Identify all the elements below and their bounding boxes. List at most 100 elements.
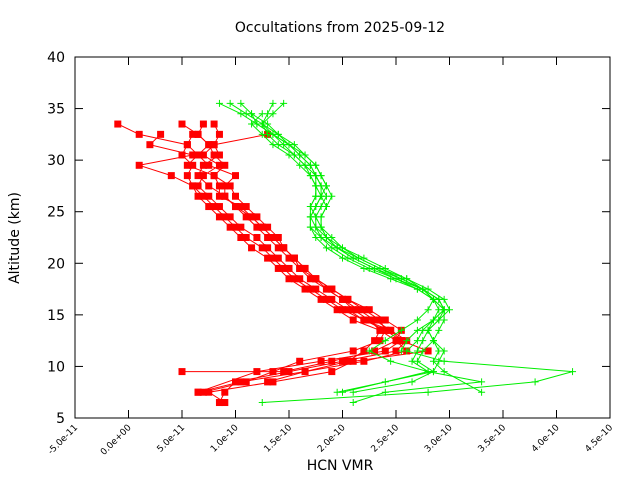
series-2-profile-2-point-1 <box>226 99 234 107</box>
series-1-profile-2-point-16 <box>290 275 298 283</box>
series-2-profile-6-point-29 <box>349 388 357 396</box>
series-1 <box>114 120 432 407</box>
series-1-profile-6-point-5 <box>221 161 229 169</box>
series-1-profile-7-point-17 <box>339 295 346 303</box>
series-2-profile-4-point-14 <box>322 244 330 252</box>
series-2-profile-7-point-7 <box>306 161 314 169</box>
series-2-profile-5-point-25 <box>387 357 395 365</box>
series-2-profile-4-point-4 <box>269 141 277 149</box>
series-1-profile-6-point-25 <box>269 368 277 376</box>
series-1-profile-2-point-5 <box>189 161 197 169</box>
series-1-profile-2-point-4 <box>178 151 186 159</box>
series-1-profile-4-point-13 <box>274 244 282 252</box>
series-2-profile-5-point-22 <box>397 326 405 334</box>
series-2-profile-6-point-9 <box>322 182 330 190</box>
series-2-profile-6-point-25 <box>419 347 427 355</box>
series-2-profile-7-point-21 <box>440 306 448 314</box>
series-1-profile-6-point-1 <box>199 120 207 128</box>
series-2-profile-7-point-6 <box>296 151 304 159</box>
series-1-profile-5-point-7 <box>205 182 213 190</box>
series-2-profile-2-point-29 <box>381 388 389 396</box>
series-1-profile-1-point-18 <box>344 306 352 314</box>
series-1-profile-1-point-5 <box>199 172 207 180</box>
series-1-profile-5-point-26 <box>178 368 186 376</box>
series-2-profile-4-point-25 <box>435 357 443 365</box>
series-1-profile-5-point-8 <box>221 192 229 200</box>
series-1-profile-6-point-19 <box>360 306 368 314</box>
series-2-profile-5-point-21 <box>413 316 421 324</box>
series-1-profile-4-point-25 <box>328 368 336 376</box>
series-1-profile-3-point-17 <box>317 295 325 303</box>
series-1-profile-7-point-7 <box>215 192 223 200</box>
series-1-profile-5-point-20 <box>381 316 389 324</box>
y-tick-label: 5 <box>56 411 65 427</box>
series-2-profile-2-point-30 <box>349 399 357 407</box>
series-1-profile-3-point-12 <box>248 244 256 252</box>
series-1-profile-4-point-24 <box>349 357 357 365</box>
series-1-profile-1-point-3 <box>199 151 207 159</box>
series-1-profile-2-point-12 <box>242 234 250 241</box>
x-tick-label: 2.5e-10 <box>370 423 402 455</box>
series-2-profile-7-point-16 <box>355 254 363 262</box>
series-1-profile-6-point-17 <box>328 285 336 293</box>
series-1-profile-7-point-16 <box>322 285 330 293</box>
series-1-profile-6-point-15 <box>301 264 309 272</box>
series-2-profile-3-point-1 <box>269 99 277 107</box>
series-1-profile-5-point-5 <box>199 161 207 169</box>
series-1-profile-2-point-20 <box>360 316 368 324</box>
series-1-profile-6-point-9 <box>242 203 250 211</box>
series-1-profile-7-point-21 <box>371 337 379 345</box>
series-1-profile-2-point-15 <box>280 264 288 272</box>
series-1-profile-2-point-1 <box>114 120 122 128</box>
series-2-profile-6-point-26 <box>413 357 421 365</box>
series-1-profile-3-point-5 <box>167 172 175 180</box>
series-1-profile-1-point-8 <box>215 203 223 211</box>
series-2-profile-4-point-3 <box>258 130 266 138</box>
series-1-profile-7-point-23 <box>344 357 352 365</box>
series-2-profile-7-point-18 <box>397 275 405 283</box>
series-1-profile-7-point-6 <box>215 182 223 190</box>
series-1-profile-1-point-7 <box>205 192 213 200</box>
series-1-profile-4-line <box>181 123 431 403</box>
series-1-profile-3-point-23 <box>360 357 368 365</box>
series-1-profile-5-point-22 <box>392 337 400 345</box>
series-1-profile-3-point-25 <box>237 378 245 386</box>
x-tick-label: -5.0e-11 <box>46 423 80 457</box>
series-2-profile-7-point-13 <box>317 223 325 231</box>
series-1-profile-4-point-16 <box>306 275 314 283</box>
series-1-profile-6-point-8 <box>232 192 239 200</box>
series-1-profile-7-point-20 <box>376 326 384 334</box>
series-1-profile-6-point-18 <box>344 295 352 303</box>
x-tick-label: 4.0e-10 <box>530 423 562 455</box>
series-2-profile-7-point-15 <box>339 244 346 252</box>
series-1-profile-6-point-3 <box>205 141 213 149</box>
series-1-profile-2-point-25 <box>285 368 293 376</box>
series-1-profile-3-point-14 <box>274 264 282 272</box>
series-1-profile-2-point-11 <box>232 223 239 231</box>
series-1-profile-4-point-26 <box>269 378 277 386</box>
series-2-profile-7-point-1 <box>280 99 288 107</box>
series-2-profile-4-point-24 <box>440 347 448 355</box>
y-axis-label: Altitude (km) <box>7 192 23 284</box>
x-tick-label: 0.0e+00 <box>99 423 134 458</box>
series-2-profile-7-point-4 <box>269 130 277 138</box>
series-2-profile-4-point-12 <box>306 223 314 231</box>
series-1-profile-7-point-10 <box>258 223 266 231</box>
series-2-profile-7-point-20 <box>435 295 443 303</box>
series-1-profile-4-point-28 <box>221 399 229 407</box>
series-2-profile-4-line <box>250 113 445 393</box>
series-1-profile-3-point-3 <box>189 151 197 159</box>
series-1-profile-1-point-9 <box>226 213 234 221</box>
series-1-profile-7-point-12 <box>280 244 288 252</box>
series-2-profile-7-point-19 <box>419 285 427 293</box>
series-2-profile-7-point-9 <box>312 182 320 190</box>
series-1-profile-4-point-27 <box>205 388 213 396</box>
series-1-profile-2-point-28 <box>215 399 223 407</box>
series-1-profile-3-point-15 <box>285 275 293 283</box>
series-1-profile-3-point-18 <box>333 306 341 314</box>
series-1-profile-2-point-23 <box>392 347 400 355</box>
x-tick-label: 5.0e-11 <box>156 423 188 455</box>
series-1-profile-1-point-16 <box>312 285 320 293</box>
x-tick-label: 3.0e-10 <box>423 423 455 455</box>
series-1-profile-4-point-10 <box>242 213 250 221</box>
